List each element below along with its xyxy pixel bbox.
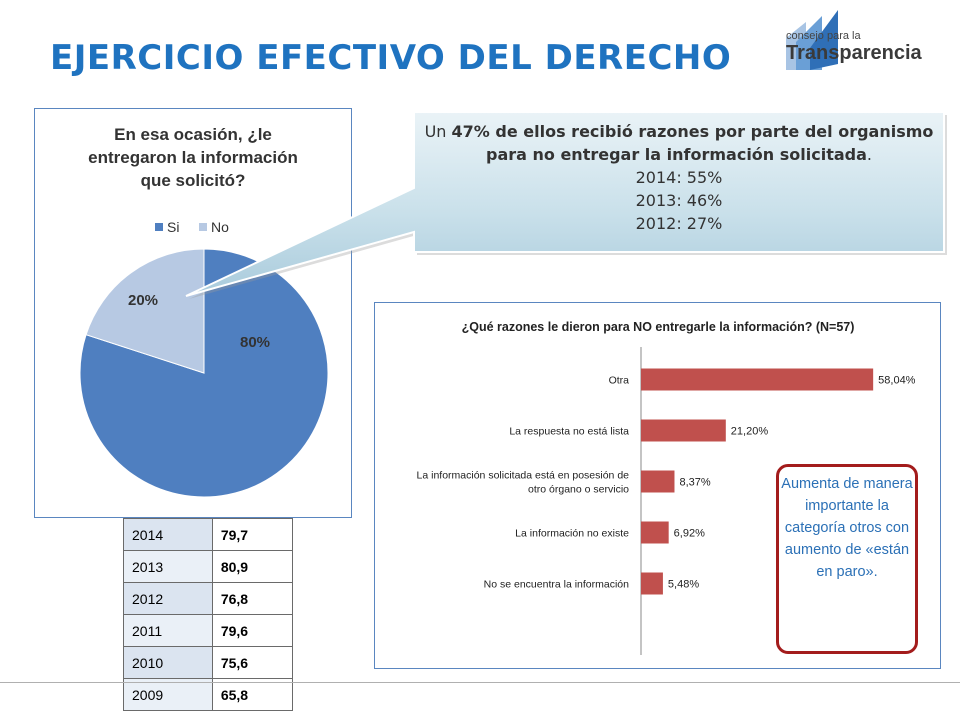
value-cell: 76,8: [211, 582, 294, 615]
category-label: otro órgano o servicio: [528, 484, 629, 496]
legend-label: No: [211, 219, 229, 235]
logo-text-small: consejo para la: [786, 30, 861, 42]
bar-value-label: 6,92%: [674, 528, 705, 540]
callout-year-line: 2014: 55%: [635, 168, 723, 187]
value-cell: 79,7: [211, 518, 294, 551]
category-label: La información solicitada está en posesi…: [417, 470, 630, 482]
value-cell: 80,9: [211, 550, 294, 583]
year-cell: 2014: [123, 518, 213, 551]
bar: [641, 470, 675, 493]
bar: [641, 521, 669, 544]
category-label: La respuesta no está lista: [509, 426, 629, 438]
year-cell: 2009: [123, 678, 213, 711]
pie-chart-panel: En esa ocasión, ¿le entregaron la inform…: [34, 108, 352, 518]
category-label: No se encuentra la información: [484, 579, 629, 591]
year-cell: 2013: [123, 550, 213, 583]
table-row: 2012 76,8: [123, 582, 294, 615]
category-label: Otra: [609, 375, 630, 387]
table-row: 2013 80,9: [123, 550, 294, 583]
page-title: EJERCICIO EFECTIVO DEL DERECHO: [50, 38, 732, 78]
bar-chart-title: ¿Qué razones le dieron para NO entregarl…: [462, 320, 855, 334]
bar: [641, 368, 874, 391]
callout-year-line: 2012: 27%: [635, 214, 723, 233]
legend-swatch: [155, 223, 163, 231]
logo-mark: [786, 10, 838, 70]
callout-prefix: Un: [424, 122, 452, 141]
year-cell: 2012: [123, 582, 213, 615]
legend-swatch: [199, 223, 207, 231]
bar: [641, 572, 663, 595]
pie-data-label: 80%: [240, 334, 270, 351]
callout-bold-text: 47% de ellos recibió razones por parte d…: [451, 122, 934, 164]
bar-chart: ¿Qué razones le dieron para NO entregarl…: [417, 320, 916, 655]
value-cell: 75,6: [211, 646, 294, 679]
logo-text-large: Transparencia: [786, 42, 922, 64]
bar-value-label: 5,48%: [668, 579, 699, 591]
callout-text: Un 47% de ellos recibió razones por part…: [414, 112, 944, 252]
table-row: 2011 79,6: [123, 614, 294, 647]
callout-suffix: .: [866, 145, 872, 164]
legend-label: Si: [167, 219, 179, 235]
table-row: 2014 79,7: [123, 518, 294, 551]
logo-shape-3: [810, 10, 838, 70]
note-box: Aumenta de manera importante la categorí…: [776, 464, 918, 654]
value-cell: 79,6: [211, 614, 294, 647]
pie-data-label: 20%: [128, 292, 158, 309]
year-cell: 2011: [123, 614, 213, 647]
table-row: 2009 65,8: [123, 678, 294, 711]
bar-value-label: 58,04%: [878, 375, 916, 387]
category-label: La información no existe: [515, 528, 629, 540]
callout-year-line: 2013: 46%: [635, 191, 723, 210]
bar: [641, 419, 726, 442]
pie-chart: Si No 80% 20%: [79, 219, 329, 498]
callout-main-text: Un 47% de ellos recibió razones por part…: [414, 112, 944, 166]
table-row: 2010 75,6: [123, 646, 294, 679]
footer-divider: [0, 682, 960, 683]
year-cell: 2010: [123, 646, 213, 679]
bar-value-label: 8,37%: [679, 477, 710, 489]
year-values-table: 2014 79,7 2013 80,9 2012 76,8 2011 79,6 2010…: [123, 518, 294, 711]
value-cell: 65,8: [211, 678, 294, 711]
bar-value-label: 21,20%: [731, 426, 769, 438]
